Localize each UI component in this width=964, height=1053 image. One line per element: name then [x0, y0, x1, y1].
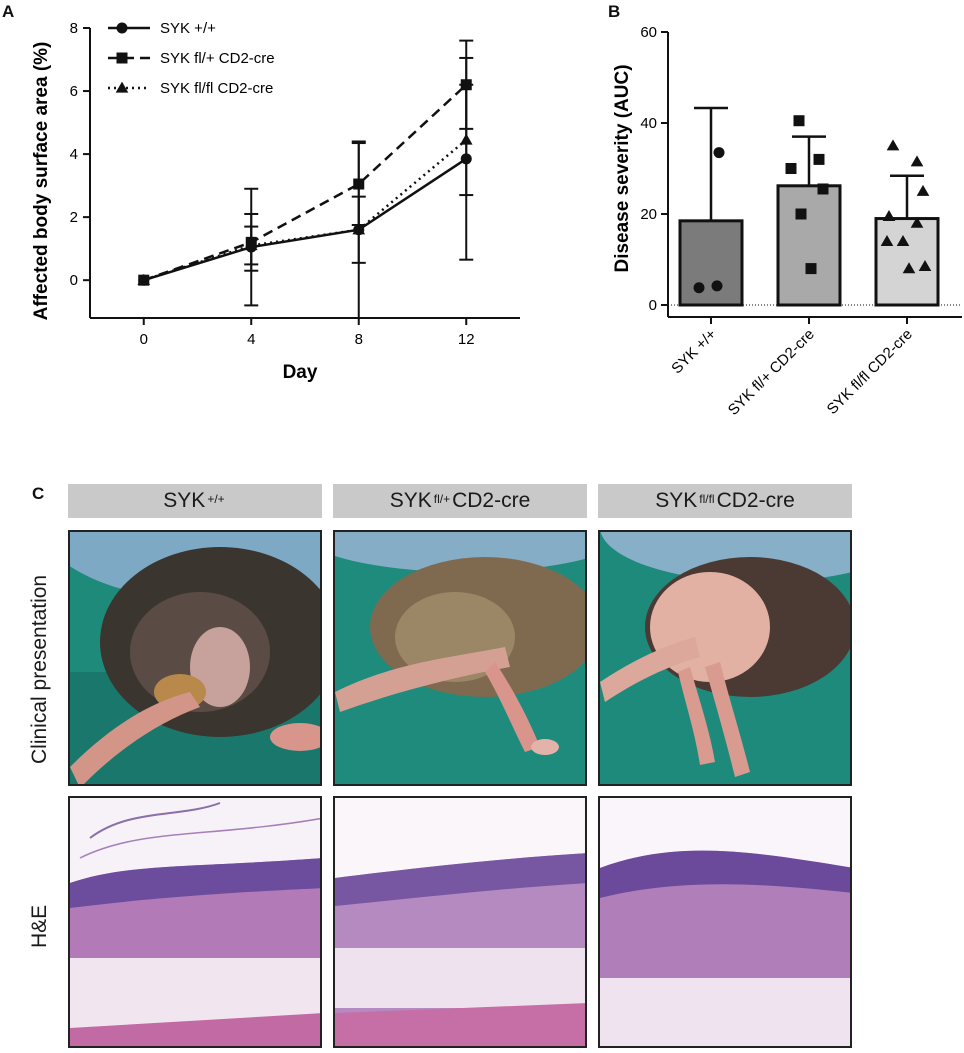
- data-point: [902, 262, 916, 274]
- x-tick-label: 12: [458, 331, 475, 348]
- y-tick-label: 0: [70, 272, 78, 289]
- legend-marker: [116, 22, 128, 34]
- data-point: [817, 183, 829, 195]
- clinical-photo-wildtype: [68, 530, 322, 786]
- bar: [776, 184, 842, 307]
- data-point: [785, 163, 797, 174]
- column-header-base: SYK: [655, 489, 698, 512]
- line-chart-a: 0 2 4 6 8 0 4 8 12 Day Affected body surface area …: [31, 20, 520, 383]
- data-point: [713, 147, 725, 159]
- column-header-genotype: fl/fl: [699, 492, 715, 506]
- row-label-he: H&E: [28, 904, 51, 948]
- y-axis-label: Affected body surface area (%): [31, 42, 52, 321]
- he-image-heterozygous: [333, 796, 587, 1048]
- x-tick-label: 8: [355, 331, 363, 348]
- x-axis-label: Day: [283, 362, 318, 383]
- x-tick-label: SYK fl/+ CD2-cre: [725, 326, 818, 419]
- data-point: [244, 239, 258, 251]
- y-axis-label: Disease severity (AUC): [612, 64, 633, 272]
- bar-group-2: [874, 139, 940, 307]
- legend-label: SYK fl/fl CD2-cre: [160, 80, 273, 97]
- he-image-wildtype: [68, 796, 322, 1048]
- column-header-genotype: fl/+: [433, 492, 451, 506]
- data-point: [711, 280, 723, 292]
- column-header-wildtype: SYK +/+: [68, 484, 322, 518]
- y-tick-label: 20: [640, 206, 657, 223]
- series-1: [138, 39, 474, 286]
- data-point: [886, 139, 900, 151]
- y-tick-label: 40: [640, 115, 657, 132]
- y-tick-label: 6: [70, 83, 78, 100]
- bar-group-1: [776, 115, 842, 307]
- column-header-base: SYK: [163, 489, 206, 512]
- column-header-rest: CD2-cre: [452, 489, 531, 512]
- data-point: [882, 209, 896, 221]
- data-point: [459, 133, 473, 145]
- column-header-homozygous: SYK fl/fl CD2-cre: [598, 484, 852, 518]
- series-line: [143, 157, 467, 282]
- data-point: [896, 234, 910, 246]
- bar: [874, 217, 940, 307]
- data-point: [910, 216, 924, 228]
- data-point: [693, 282, 705, 294]
- row-label-clinical: Clinical presentation: [28, 574, 51, 764]
- legend-marker: [116, 52, 128, 64]
- panel-a-letter: A: [2, 2, 15, 21]
- data-point: [916, 184, 930, 196]
- x-tick-label: 4: [247, 331, 255, 348]
- series-line: [143, 83, 468, 282]
- data-point: [795, 208, 807, 220]
- he-image-homozygous: [598, 796, 852, 1048]
- column-header-base: SYK: [389, 489, 432, 512]
- y-tick-label: 4: [70, 146, 78, 163]
- data-point: [805, 263, 817, 275]
- y-tick-label: 2: [70, 209, 78, 226]
- x-tick-label: SYK +/+: [668, 326, 720, 378]
- legend-label: SYK fl/+ CD2-cre: [160, 50, 275, 67]
- panel-c-letter: C: [32, 484, 45, 503]
- clinical-photo-heterozygous: [333, 530, 587, 786]
- data-point: [910, 155, 924, 167]
- column-header-genotype: +/+: [207, 492, 225, 506]
- data-point: [918, 260, 932, 271]
- series-2: [137, 83, 474, 285]
- series-line: [143, 138, 468, 282]
- data-point: [813, 153, 825, 165]
- data-point: [137, 273, 151, 285]
- data-point: [353, 178, 365, 190]
- y-tick-label: 60: [640, 24, 657, 41]
- legend-label: SYK +/+: [160, 20, 216, 37]
- data-point: [352, 223, 366, 235]
- column-header-heterozygous: SYK fl/+ CD2-cre: [333, 484, 587, 518]
- legend-marker: [115, 81, 129, 93]
- data-point: [793, 115, 805, 127]
- data-point: [880, 234, 894, 246]
- column-header-rest: CD2-cre: [716, 489, 795, 512]
- y-tick-label: 0: [649, 297, 657, 314]
- bar-group-0: [678, 106, 744, 307]
- x-tick-label: SYK fl/fl CD2-cre: [824, 326, 916, 418]
- bar: [678, 219, 744, 307]
- clinical-photo-homozygous: [598, 530, 852, 786]
- y-tick-label: 8: [70, 20, 78, 37]
- panel-b-letter: B: [608, 2, 621, 21]
- x-tick-label: 0: [140, 331, 148, 348]
